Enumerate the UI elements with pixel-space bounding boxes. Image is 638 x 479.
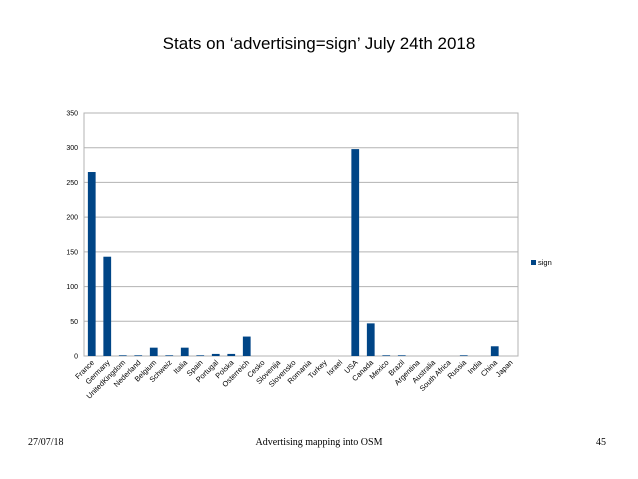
- footer-date: 27/07/18: [28, 437, 64, 448]
- y-tick-label: 250: [66, 180, 78, 187]
- bar-polska: [227, 353, 236, 356]
- bar-schweiz: [165, 355, 174, 356]
- bar-germany: [103, 256, 112, 356]
- bar-france: [87, 172, 96, 356]
- y-tick-label: 50: [70, 319, 78, 326]
- y-tick-label: 300: [66, 145, 78, 152]
- y-tick-label: 350: [66, 111, 78, 118]
- bar-italia: [180, 347, 189, 356]
- bar-russia: [459, 355, 468, 356]
- page-number: 45: [596, 437, 606, 448]
- legend-label: sign: [538, 258, 552, 267]
- x-category-label: Israel: [325, 358, 345, 378]
- bar-brazil: [397, 355, 406, 356]
- gridlines: [83, 112, 519, 357]
- bar-usa: [351, 149, 360, 356]
- slide-title: Stats on ‘advertising=sign’ July 24th 20…: [162, 34, 476, 53]
- x-axis-labels: FranceGermanyUnitedKingdomNederlandBelgi…: [73, 357, 514, 400]
- y-tick-label: 100: [66, 284, 78, 291]
- footer-title: Advertising mapping into OSM: [255, 437, 383, 448]
- bar-canada: [366, 323, 375, 356]
- y-tick-label: 0: [74, 354, 78, 361]
- legend: sign: [531, 258, 552, 267]
- plot-area: [83, 112, 519, 357]
- y-tick-label: 200: [66, 215, 78, 222]
- bar-mexico: [382, 355, 391, 356]
- legend-swatch: [531, 260, 536, 265]
- bar-belgium: [149, 347, 158, 356]
- bar-osterreich: [242, 336, 251, 356]
- x-category-label: Japan: [494, 358, 515, 379]
- bar-china: [490, 346, 499, 356]
- bar-spain: [196, 355, 205, 356]
- y-tick-label: 150: [66, 249, 78, 256]
- y-axis-ticks: 0 50 100 150 200 250 300 350: [66, 111, 78, 361]
- bar-portugal: [211, 353, 220, 356]
- bars: [87, 149, 499, 356]
- bar-unitedkingdom: [118, 355, 127, 356]
- bar-nederland: [134, 355, 143, 356]
